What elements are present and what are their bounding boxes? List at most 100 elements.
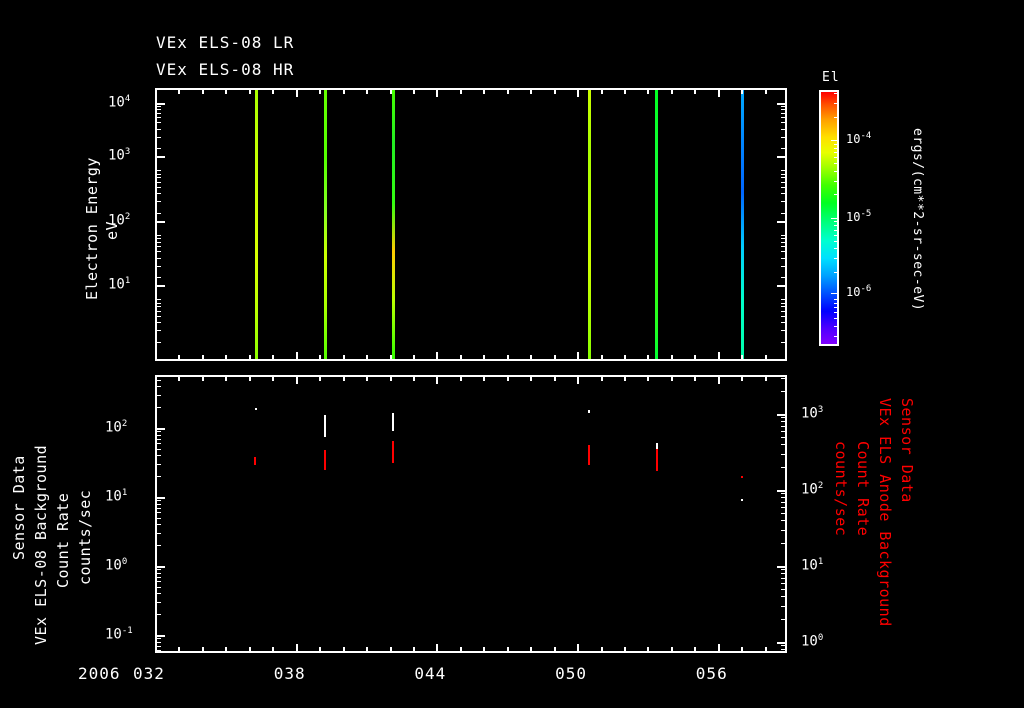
bottom-right-yaxis-minor-tick (781, 619, 787, 621)
top-yaxis-minor-tick (781, 277, 787, 279)
xaxis-tick-label: 056 (695, 664, 728, 683)
top-yaxis-tick-label: 101 (108, 276, 131, 293)
bottom-right-yaxis-major-tick (777, 490, 787, 492)
bottom-right-yaxis-minor-tick (781, 425, 787, 427)
bottom-right-yaxis-major-tick (777, 642, 787, 644)
bottom-left-yaxis-major-tick (155, 428, 165, 430)
top-xaxis-tick (178, 88, 181, 94)
colorbar-minor-tick (834, 312, 839, 314)
bottom-left-yaxis-tick-label: 100 (105, 557, 128, 574)
top-yaxis-major-tick (155, 156, 165, 158)
bottom-right-yaxis-minor-tick (781, 520, 787, 522)
top-xaxis-tick (717, 88, 720, 97)
top-yaxis-minor-tick (781, 212, 787, 214)
bottom-left-yaxis-minor-tick (155, 533, 161, 535)
top-xaxis-tick (342, 88, 345, 94)
top-yaxis-minor-tick (155, 112, 161, 114)
top-yaxis-minor-tick (155, 117, 161, 119)
top-yaxis-minor-tick (781, 173, 787, 175)
bottom-left-yaxis-minor-tick (155, 431, 161, 433)
spectrogram-column (588, 90, 591, 359)
top-xaxis-tick (459, 88, 462, 94)
top-xaxis-tick (530, 88, 533, 94)
data-point (392, 413, 394, 431)
bottom-right-yaxis-minor-tick (781, 467, 787, 469)
bottom-xaxis-tick (741, 647, 744, 653)
bottom-right-yaxis-minor-tick (781, 577, 787, 579)
plot-title-lr: VEx ELS-08 LR (156, 33, 295, 52)
top-yaxis-minor-tick (781, 322, 787, 324)
bottom-xaxis-tick (506, 647, 509, 653)
top-xaxis-tick (647, 88, 650, 94)
top-yaxis-major-tick (777, 285, 787, 287)
top-yaxis-major-tick (777, 156, 787, 158)
bottom-right-yaxis-minor-tick (781, 512, 787, 514)
top-yaxis-minor-tick (155, 306, 161, 308)
bottom-xaxis-tick (389, 647, 392, 653)
colorbar-minor-tick (834, 225, 839, 226)
bottom-xaxis-tick (670, 647, 673, 653)
colorbar-minor-tick (834, 93, 839, 95)
colorbar-minor-tick (834, 157, 839, 159)
top-yaxis-major-tick (155, 103, 165, 105)
top-xaxis-tick (530, 355, 533, 361)
bottom-xaxis-tick (530, 375, 533, 381)
bottom-right-yaxis-major-tick (777, 414, 787, 416)
top-xaxis-tick (624, 88, 626, 94)
top-xaxis-tick (201, 355, 204, 361)
top-xaxis-tick (483, 88, 486, 94)
colorbar-minor-tick (834, 298, 839, 300)
bottom-left-label-units: counts/sec (76, 489, 94, 585)
colorbar-minor-tick (834, 325, 839, 327)
bottom-xaxis-tick (201, 375, 204, 381)
top-xaxis-tick (741, 355, 744, 361)
bottom-left-yaxis-minor-tick (155, 395, 161, 397)
bottom-right-yaxis-minor-tick (781, 417, 787, 419)
top-yaxis-minor-tick (155, 315, 161, 317)
top-yaxis-minor-tick (781, 341, 787, 343)
colorbar-title: El (822, 70, 840, 85)
bottom-left-yaxis-minor-tick (155, 576, 161, 578)
bottom-left-yaxis-minor-tick (155, 614, 161, 616)
bottom-left-yaxis-minor-tick (155, 476, 161, 478)
top-xaxis-tick (670, 355, 673, 361)
data-point (656, 443, 658, 452)
top-yaxis-minor-tick (781, 170, 787, 172)
colorbar-minor-tick (834, 271, 839, 273)
top-yaxis-minor-tick (155, 234, 161, 236)
top-xaxis-tick (389, 355, 392, 361)
spectrogram-column (392, 90, 395, 359)
top-yaxis-minor-tick (155, 173, 161, 175)
bottom-xaxis-tick (295, 375, 298, 384)
bottom-xaxis-tick (225, 647, 228, 653)
bottom-left-yaxis-minor-tick (155, 650, 161, 652)
bottom-xaxis-tick (178, 647, 181, 653)
bottom-right-label-sensor-data: Sensor Data (898, 398, 916, 503)
top-yaxis-minor-tick (781, 201, 787, 203)
top-xaxis-tick (600, 355, 603, 361)
bottom-left-yaxis-minor-tick (155, 645, 161, 647)
colorbar-units: ergs/(cm**2-sr-sec-eV) (910, 128, 925, 312)
top-xaxis-tick (225, 88, 228, 94)
bottom-left-yaxis-minor-tick (155, 434, 161, 436)
top-xaxis-tick (272, 88, 275, 94)
top-yaxis-minor-tick (155, 246, 161, 248)
spectrogram-column (741, 90, 744, 359)
xaxis-tick-label: 044 (414, 664, 447, 683)
colorbar-minor-tick (834, 335, 839, 337)
bottom-left-yaxis-minor-tick (155, 455, 161, 457)
colorbar-minor-tick (834, 163, 839, 165)
colorbar-minor-tick (834, 221, 839, 223)
bottom-left-yaxis-minor-tick (155, 641, 161, 643)
bottom-right-yaxis-minor-tick (781, 582, 787, 584)
bottom-xaxis-tick (366, 375, 369, 381)
top-yaxis-minor-tick (155, 299, 161, 301)
bottom-right-yaxis-minor-tick (781, 436, 787, 438)
colorbar-minor-tick (834, 302, 839, 304)
bottom-xaxis-tick (295, 644, 298, 653)
top-xaxis-tick (553, 355, 556, 361)
bottom-right-yaxis-tick-label: 102 (801, 481, 824, 498)
colorbar-minor-tick (834, 248, 839, 250)
bottom-left-yaxis-minor-tick (155, 407, 161, 409)
bottom-left-yaxis-minor-tick (155, 443, 161, 445)
